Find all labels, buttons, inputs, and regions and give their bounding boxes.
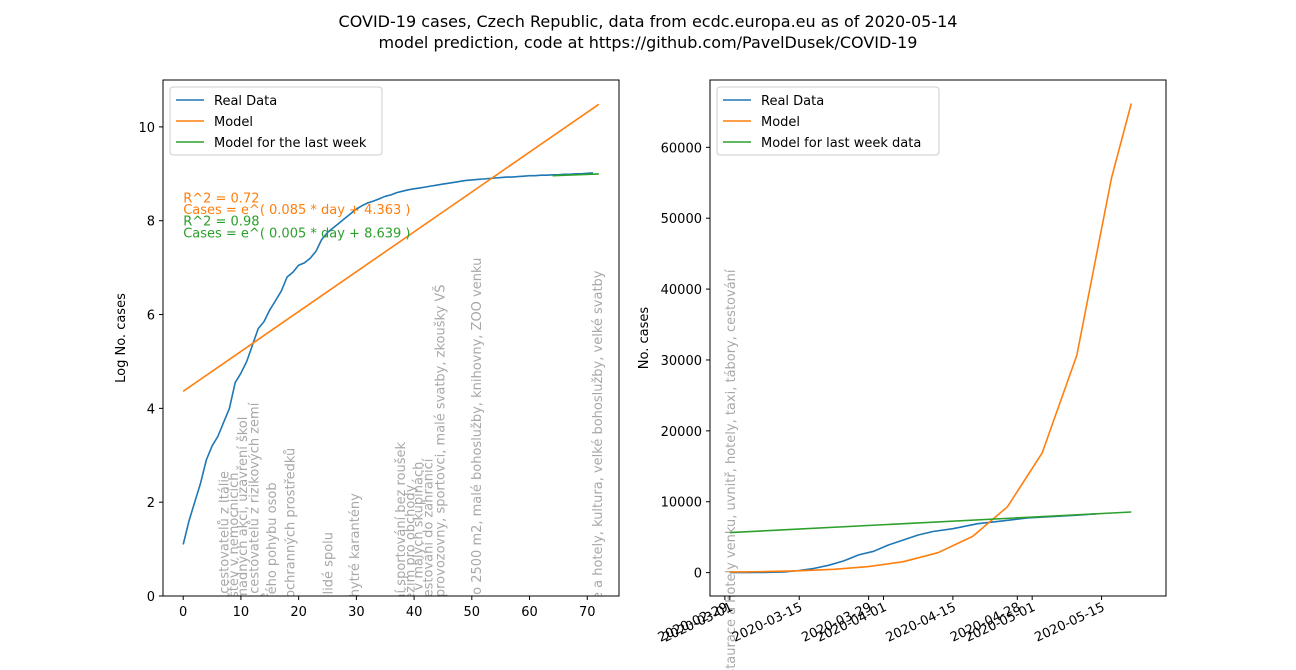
l-plot-frame (162, 79, 620, 597)
policy-event-label: Nouzové cestování do zahraničí (421, 458, 436, 665)
x-tick-label: 70 (579, 605, 596, 620)
x-tick-label: 20 (290, 605, 307, 620)
left-axes: 0 2 4 6 8 10 0 10 20 30 40 50 60 70 (138, 79, 620, 620)
right-chart-panel: Restaurace a hotely venku, uvnitř, hotel… (637, 79, 1167, 670)
series-line-1 (182, 172, 594, 545)
policy-event-label: Povinnost ochranných prostředků (283, 448, 298, 665)
policy-event-label: Upraven režim pro obchody (403, 484, 418, 665)
legend-entry: Model (214, 115, 253, 130)
right-legend: Real Data Model Model for last week data (716, 86, 940, 156)
legend-box (169, 86, 383, 156)
x-tick-label: 2020-03-15 (730, 600, 805, 646)
left-series-lines (182, 103, 600, 545)
right-policy-events: Restaurace a hotely venku, uvnitř, hotel… (724, 269, 739, 670)
series-line-3 (552, 173, 599, 177)
series-line-3 (729, 511, 1132, 534)
y-tick-label: 8 (147, 215, 155, 230)
fit-annotation: Cases = e^( 0.085 * day + 4.363 ) (183, 203, 410, 218)
left-y-axis-label: Log No. cases (114, 293, 129, 383)
policy-event-label: Obchody do 2500 m2, malé bohoslužby, kni… (470, 258, 485, 665)
x-tick-label: 40 (406, 605, 423, 620)
y-tick-label: 6 (147, 309, 155, 324)
policy-event-label: Sportování v malých skupinách (412, 462, 427, 665)
policy-event-label: Individuální sportování bez roušek (394, 441, 409, 665)
y-tick-label: 10000 (661, 496, 702, 511)
right-y-axis-label: No. cases (637, 307, 652, 370)
y-tick-label: 20000 (661, 425, 702, 440)
policy-event-label: Karanténa cestovatelů z Itálie (218, 471, 233, 665)
y-tick-label: 10 (138, 121, 155, 136)
fit-annotation: Cases = e^( 0.005 * day + 8.639 ) (183, 226, 410, 241)
y-tick-label: 2 (147, 496, 155, 511)
left-legend: Real Data Model Model for the last week (169, 86, 383, 156)
policy-event-label: Řemeslné provozovny, sportovci, malé sva… (432, 284, 448, 665)
policy-event-label: Zákaz volného pohybu osob (265, 482, 280, 665)
x-tick-label: 0 (179, 605, 187, 620)
series-line-2 (182, 103, 600, 392)
legend-entry: Model for the last week (214, 136, 367, 151)
y-tick-label: 0 (694, 567, 702, 582)
y-tick-label: 50000 (661, 212, 702, 227)
x-tick-label: 2020-02-29 (656, 600, 731, 646)
legend-entry: Model (761, 115, 800, 130)
x-tick-label: 2020-05-15 (1032, 600, 1107, 646)
policy-event-label: Restaurace a hotely, kultura, velké boho… (591, 270, 606, 665)
y-tick-label: 4 (147, 402, 155, 417)
x-tick-label: 2020-04-15 (884, 600, 959, 646)
policy-event-label: Zákaz hromadných akcí, uzavření škol (236, 417, 251, 665)
legend-entry: Real Data (214, 94, 277, 109)
fit-annotation: R^2 = 0.98 (183, 215, 259, 230)
x-tick-label: 60 (521, 605, 538, 620)
legend-box (716, 86, 940, 156)
y-tick-label: 0 (147, 590, 155, 605)
policy-event-label: Karanténa cestovatelů z rizikových zemí (248, 402, 263, 665)
figure-title-line2: model prediction, code at https://github… (379, 33, 918, 52)
x-tick-label: 10 (233, 605, 250, 620)
x-tick-label: 50 (464, 605, 481, 620)
legend-entry: Model for last week data (761, 136, 921, 151)
legend-entry: Real Data (761, 94, 824, 109)
fit-annotation: R^2 = 0.72 (183, 191, 259, 206)
series-line-2 (729, 103, 1133, 573)
right-series-lines (729, 103, 1133, 574)
policy-event-label: Pouze dva lidé spolu (322, 532, 337, 665)
policy-event-label: Zákaz návštěv v nemocnicích (227, 472, 242, 665)
policy-event-label: Spuštění chytré karantény (348, 493, 363, 665)
y-tick-label: 30000 (661, 354, 702, 369)
y-tick-label: 40000 (661, 283, 702, 298)
policy-event-label: Stav nouze (257, 593, 272, 665)
r-plot-frame (709, 79, 1167, 597)
y-tick-label: 60000 (661, 141, 702, 156)
figure-title-line1: COVID-19 cases, Czech Republic, data fro… (339, 12, 958, 31)
policy-event-label: Restaurace a hotely venku, uvnitř, hotel… (724, 269, 739, 670)
x-tick-label: 30 (348, 605, 365, 620)
